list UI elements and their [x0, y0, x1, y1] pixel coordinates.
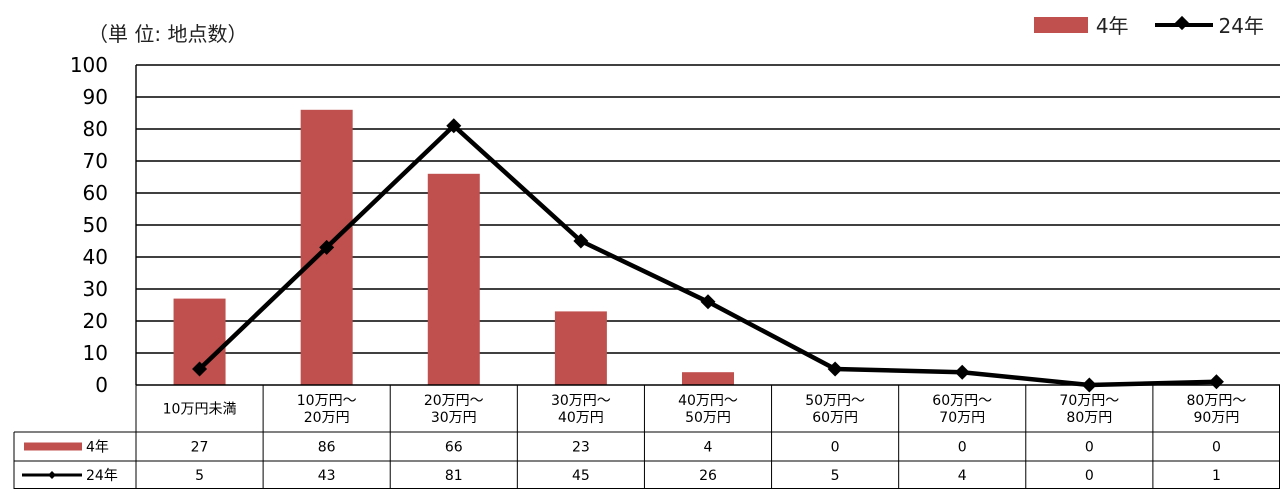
y-tick-label: 10: [83, 341, 108, 365]
line-marker: [573, 233, 589, 249]
line-marker: [319, 239, 335, 255]
category-label: 40万円〜: [678, 393, 738, 409]
table-cell-value: 1: [1212, 468, 1221, 484]
table-cell-value: 4: [958, 468, 967, 484]
bar: [427, 173, 480, 385]
category-label: 90万円: [1194, 410, 1240, 426]
line-marker: [700, 294, 716, 310]
legend-bar-swatch: [1033, 16, 1088, 33]
y-tick-label: 70: [83, 149, 108, 173]
table-cell-value: 66: [445, 440, 463, 456]
table-cell-value: 5: [831, 468, 840, 484]
unit-label: （単 位: 地点数）: [88, 22, 248, 46]
table-cell-value: 0: [1212, 440, 1221, 456]
category-label: 30万円〜: [551, 393, 611, 409]
legend-line-label: 24年: [1218, 14, 1264, 38]
y-tick-label: 0: [95, 373, 108, 397]
line-marker: [954, 364, 970, 380]
y-tick-label: 90: [83, 85, 108, 109]
table-row-key-bar: [24, 442, 82, 451]
table-cell-value: 4: [704, 440, 713, 456]
legend-bar-label: 4年: [1095, 14, 1129, 38]
table-cell-value: 0: [1085, 440, 1094, 456]
table-cell-value: 27: [191, 440, 209, 456]
line-marker: [827, 361, 843, 377]
category-label: 10万円〜: [297, 393, 357, 409]
table-cell-value: 45: [572, 468, 590, 484]
category-label: 70万円〜: [1059, 393, 1119, 409]
table-cell-value: 0: [958, 440, 967, 456]
y-tick-label: 40: [83, 245, 108, 269]
y-tick-label: 100: [70, 53, 108, 77]
category-label: 50万円: [685, 410, 731, 426]
legend: 4年 24年: [1008, 10, 1264, 39]
y-tick-label: 30: [83, 277, 108, 301]
y-tick-label: 60: [83, 181, 108, 205]
category-label: 10万円未満: [163, 402, 237, 418]
y-tick-label: 50: [83, 213, 108, 237]
table-cell-value: 43: [318, 468, 336, 484]
category-label: 40万円: [558, 410, 604, 426]
legend-item-bar: 4年: [1033, 10, 1129, 39]
category-label: 50万円〜: [805, 393, 865, 409]
category-label: 80万円: [1066, 410, 1112, 426]
table-cell-value: 26: [699, 468, 717, 484]
table-cell-value: 86: [318, 440, 336, 456]
table-cell-value: 0: [831, 440, 840, 456]
table-row-label: 24年: [86, 468, 118, 484]
category-label: 30万円: [431, 410, 477, 426]
category-label: 60万円: [812, 410, 858, 426]
y-tick-label: 20: [83, 309, 108, 333]
category-label: 70万円: [939, 410, 985, 426]
category-label: 60万円〜: [932, 393, 992, 409]
bar: [554, 311, 607, 385]
table-cell-value: 0: [1085, 468, 1094, 484]
line-marker: [192, 361, 208, 377]
category-label: 20万円: [304, 410, 350, 426]
line-marker: [1208, 374, 1224, 390]
category-label: 20万円〜: [424, 393, 484, 409]
table-row-label: 4年: [86, 440, 109, 456]
table-cell-value: 23: [572, 440, 590, 456]
table-cell-value: 81: [445, 468, 463, 484]
y-tick-label: 80: [83, 117, 108, 141]
bar: [682, 372, 734, 385]
table-row-key-marker: [48, 471, 56, 479]
category-label: 80万円〜: [1187, 393, 1247, 409]
legend-item-line: 24年: [1154, 10, 1264, 39]
line-marker: [446, 118, 462, 134]
legend-line-swatch: [1154, 15, 1213, 33]
table-cell-value: 5: [195, 468, 204, 484]
